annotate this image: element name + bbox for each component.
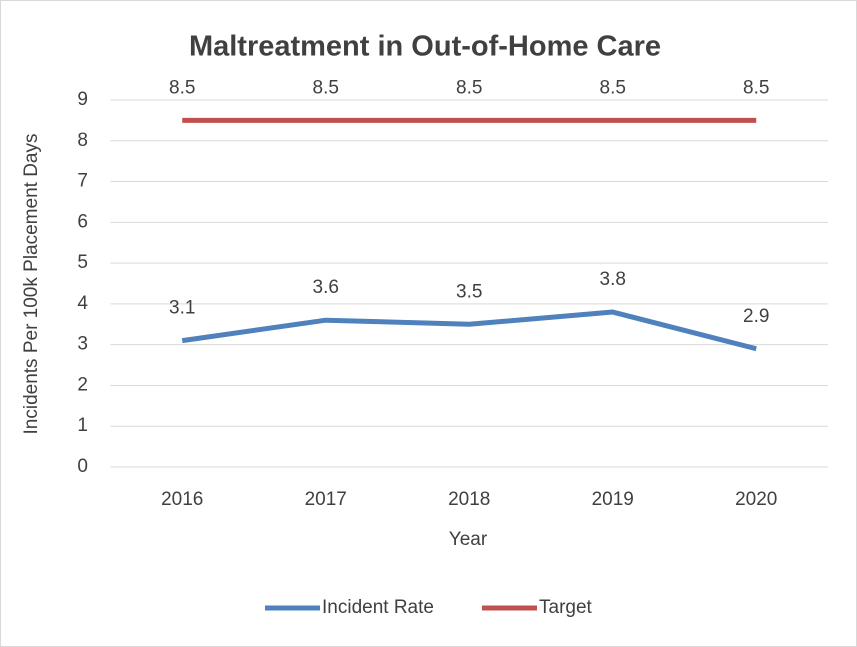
data-label: 8.5 xyxy=(600,77,626,98)
series-line xyxy=(181,309,757,352)
x-tick-label: 2016 xyxy=(161,489,203,510)
y-tick-label: 7 xyxy=(77,171,88,192)
y-tick-label: 8 xyxy=(77,130,88,151)
y-tick-label: 5 xyxy=(77,252,88,273)
data-label: 3.6 xyxy=(313,277,339,298)
data-label: 3.5 xyxy=(456,281,482,302)
legend-label: Incident Rate xyxy=(322,597,434,618)
x-tick-label: 2017 xyxy=(305,489,347,510)
y-axis-label: Incidents Per 100k Placement Days xyxy=(21,134,42,435)
y-tick-label: 6 xyxy=(77,211,88,232)
data-label: 8.5 xyxy=(743,77,769,98)
data-label: 2.9 xyxy=(743,306,769,327)
y-tick-label: 1 xyxy=(77,415,88,436)
data-label: 3.8 xyxy=(600,269,626,290)
y-tick-label: 9 xyxy=(77,89,88,110)
data-label: 8.5 xyxy=(169,77,195,98)
x-tick-label: 2020 xyxy=(735,489,777,510)
chart-title: Maltreatment in Out-of-Home Care xyxy=(189,31,661,63)
data-label: 3.1 xyxy=(169,298,195,319)
legend-label: Target xyxy=(539,597,593,618)
y-tick-label: 4 xyxy=(77,293,88,314)
y-tick-label: 2 xyxy=(77,374,88,395)
data-label: 8.5 xyxy=(313,77,339,98)
x-tick-label: 2019 xyxy=(592,489,634,510)
x-axis-label: Year xyxy=(449,529,488,550)
y-tick-label: 0 xyxy=(77,456,88,477)
data-label: 8.5 xyxy=(456,77,482,98)
x-tick-label: 2018 xyxy=(448,489,490,510)
y-tick-label: 3 xyxy=(77,334,88,355)
